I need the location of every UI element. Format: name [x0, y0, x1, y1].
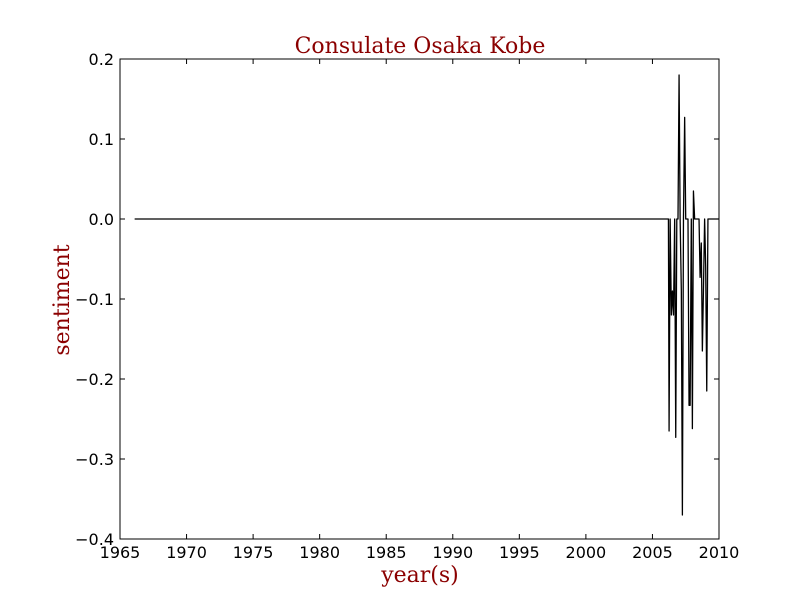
y-tick-label-3: −0.1: [75, 290, 114, 309]
plot-frame: [119, 58, 720, 540]
y-axis-label: sentiment: [50, 244, 75, 355]
chart-title: Consulate Osaka Kobe: [295, 34, 546, 59]
x-tick-label-1995: 1995: [499, 543, 540, 562]
x-tick-label-2005: 2005: [632, 543, 673, 562]
x-axis-label: year(s): [380, 563, 459, 588]
x-tick-label-1980: 1980: [299, 543, 340, 562]
series-line-0: [134, 74, 719, 516]
x-tick-label-2000: 2000: [566, 543, 607, 562]
y-tick-label-1: 0.1: [89, 130, 114, 149]
x-tick-label-1975: 1975: [233, 543, 274, 562]
x-tick-label-2010: 2010: [699, 543, 740, 562]
x-tick-label-1985: 1985: [366, 543, 407, 562]
x-tick-label-1965: 1965: [100, 543, 141, 562]
y-tick-label-5: −0.3: [75, 450, 114, 469]
x-tick-label-1970: 1970: [166, 543, 207, 562]
y-tick-label-4: −0.2: [75, 370, 114, 389]
y-tick-label-2: 0.0: [89, 210, 114, 229]
x-tick-label-1990: 1990: [432, 543, 473, 562]
plot-area: 1965 1970 1975 1980 1985 1990 1995 2000 2005 2010…: [75, 50, 739, 562]
y-tick-label-6: −0.4: [75, 530, 114, 549]
y-tick-label-0: 0.2: [89, 50, 114, 69]
